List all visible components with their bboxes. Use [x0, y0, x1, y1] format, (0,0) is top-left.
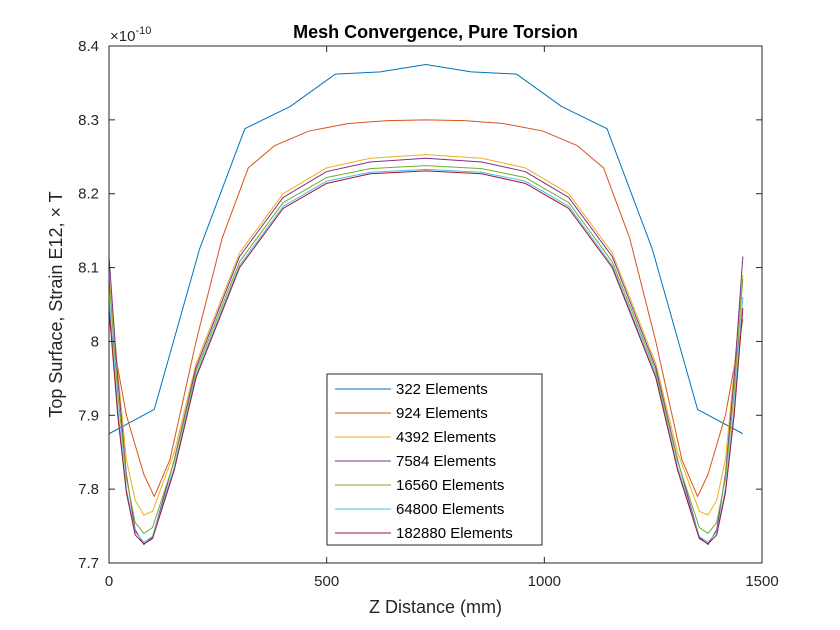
axes-box	[108, 45, 763, 564]
legend-label: 16560 Elements	[396, 477, 504, 494]
y-tick-label: 8.2	[78, 186, 99, 203]
legend-label: 924 Elements	[396, 405, 488, 422]
series-line-3	[108, 154, 744, 516]
axes-layer	[108, 45, 763, 564]
legend-label: 64800 Elements	[396, 501, 504, 518]
legend-label: 182880 Elements	[396, 525, 513, 542]
y-axis-exponent: ×10-10	[110, 25, 151, 45]
y-tick-label: 8.3	[78, 112, 99, 129]
ticks-layer: 0 500 1000 1500 7.7 7.8 7.9 8 8.1 8.2 8.3 8.4	[78, 38, 779, 590]
series-line-5	[108, 165, 744, 534]
x-tick-label: 1000	[528, 573, 561, 590]
y-tick-label: 7.9	[78, 407, 99, 424]
series-layer	[108, 63, 744, 546]
legend-label: 4392 Elements	[396, 429, 496, 446]
legend-label: 322 Elements	[396, 381, 488, 398]
series-line-6	[108, 168, 744, 543]
y-exponent-base: ×10	[110, 28, 135, 45]
chart-title: Mesh Convergence, Pure Torsion	[293, 22, 578, 42]
x-tick-label: 0	[105, 573, 113, 590]
y-tick-label: 8.1	[78, 260, 99, 277]
y-tick-label: 8	[91, 333, 99, 350]
legend-box	[326, 373, 543, 546]
x-tick-label: 500	[314, 573, 339, 590]
y-tick-label: 7.7	[78, 555, 99, 572]
y-exponent-power: -10	[135, 25, 151, 37]
series-line-7	[108, 170, 744, 545]
x-tick-label: 1500	[745, 573, 778, 590]
series-line-1	[108, 63, 744, 435]
legend-label: 7584 Elements	[396, 453, 496, 470]
y-tick-label: 8.4	[78, 38, 99, 55]
y-tick-label: 7.8	[78, 481, 99, 498]
series-line-2	[108, 119, 744, 498]
series-line-4	[108, 157, 744, 546]
legend: 322 Elements 924 Elements 4392 Elements 758…	[326, 373, 543, 546]
y-axis-label: Top Surface, Strain E12, × T	[46, 191, 66, 417]
x-axis-label: Z Distance (mm)	[369, 597, 502, 617]
